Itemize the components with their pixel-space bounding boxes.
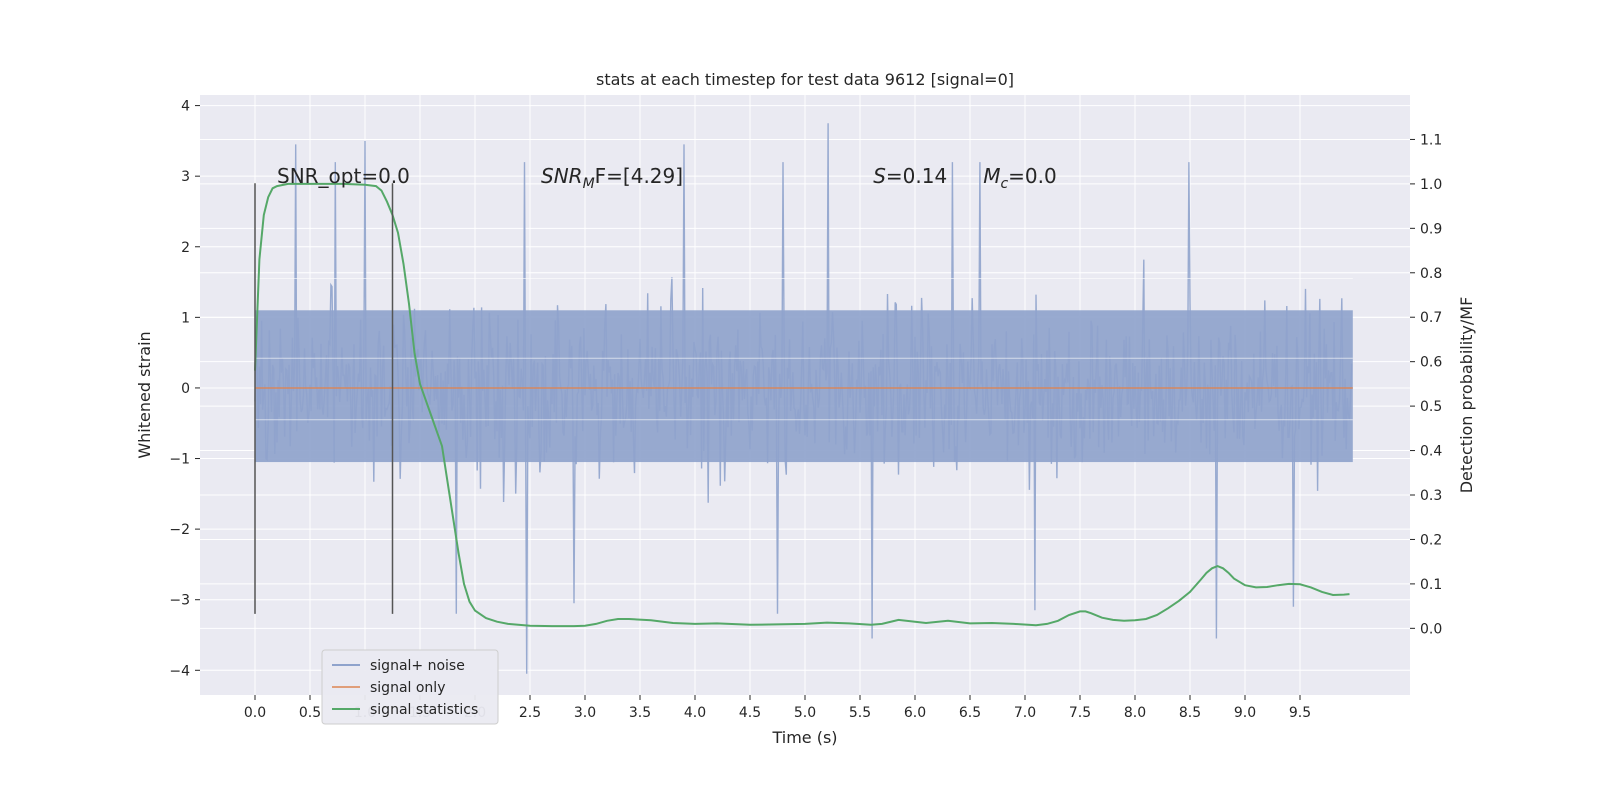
y-tick-label: −3 bbox=[169, 593, 190, 609]
y-tick-label: −2 bbox=[169, 522, 190, 538]
x-tick-label: 4.0 bbox=[684, 705, 706, 721]
x-tick-label: 5.5 bbox=[849, 705, 871, 721]
y-axis-label: Whitened strain bbox=[135, 331, 154, 458]
x-tick-label: 5.0 bbox=[794, 705, 816, 721]
legend-box bbox=[321, 649, 499, 725]
y-tick-label: 4 bbox=[181, 99, 190, 115]
noise-core-band bbox=[255, 310, 1353, 463]
y2-tick-label: 1.1 bbox=[1420, 132, 1442, 148]
y2-tick-label: 0.4 bbox=[1420, 444, 1442, 460]
x-axis-label: Time (s) bbox=[771, 728, 837, 747]
signal-statistics-line bbox=[254, 182, 1350, 628]
annotation-snr_opt: SNR_opt=0.0 bbox=[277, 164, 410, 188]
y-tick-label: −1 bbox=[169, 452, 190, 468]
y2-tick-label: 0.3 bbox=[1420, 488, 1442, 504]
y2-tick-label: 0.8 bbox=[1420, 266, 1442, 282]
x-tick-label: 0.0 bbox=[244, 705, 266, 721]
x-tick-label: 9.0 bbox=[1234, 705, 1256, 721]
y-tick-label: 2 bbox=[181, 240, 190, 256]
line-series bbox=[254, 182, 1353, 628]
y2-axis-label: Detection probability/MF bbox=[1457, 297, 1476, 494]
y2-tick-label: 0.2 bbox=[1420, 532, 1442, 548]
annotation-s: S=0.14 bbox=[873, 164, 947, 188]
y2-tick-label: 0.5 bbox=[1420, 399, 1442, 415]
y-tick-label: 1 bbox=[181, 310, 190, 326]
x-tick-label: 6.0 bbox=[904, 705, 926, 721]
annotation-mc: Mc=0.0 bbox=[983, 164, 1057, 192]
y2-tick-label: 0.0 bbox=[1420, 621, 1442, 637]
y2-tick-label: 0.9 bbox=[1420, 221, 1442, 237]
y2-tick-label: 0.6 bbox=[1420, 355, 1442, 371]
legend-label: signal statistics bbox=[370, 702, 478, 718]
marker-lines bbox=[254, 183, 394, 614]
x-tick-label: 8.0 bbox=[1124, 705, 1146, 721]
chart-title: stats at each timestep for test data 961… bbox=[596, 70, 1014, 89]
legend-label: signal+ noise bbox=[370, 658, 465, 674]
ticks: 0.00.51.01.52.02.53.03.54.04.55.05.56.06… bbox=[169, 99, 1442, 721]
y2-tick-label: 1.0 bbox=[1420, 177, 1442, 193]
x-tick-label: 6.5 bbox=[959, 705, 981, 721]
legend: signal+ noise signal only signal statistic… bbox=[321, 649, 499, 725]
x-tick-label: 0.5 bbox=[299, 705, 321, 721]
x-tick-label: 2.5 bbox=[519, 705, 541, 721]
y2-tick-label: 0.1 bbox=[1420, 577, 1442, 593]
x-tick-label: 7.5 bbox=[1069, 705, 1091, 721]
x-tick-label: 3.5 bbox=[629, 705, 651, 721]
y-tick-label: 0 bbox=[181, 381, 190, 397]
y2-tick-label: 0.7 bbox=[1420, 310, 1442, 326]
annotation-snr_mf: SNRMF=[4.29] bbox=[541, 164, 683, 192]
legend-label: signal only bbox=[370, 680, 445, 696]
x-tick-label: 8.5 bbox=[1179, 705, 1201, 721]
x-tick-label: 3.0 bbox=[574, 705, 596, 721]
y-tick-label: 3 bbox=[181, 169, 190, 185]
annotations: SNR_opt=0.0 SNRMF=[4.29] S=0.14 Mc=0.0 bbox=[277, 164, 1057, 192]
x-tick-label: 4.5 bbox=[739, 705, 761, 721]
x-tick-label: 7.0 bbox=[1014, 705, 1036, 721]
x-tick-label: 9.5 bbox=[1289, 705, 1311, 721]
y-tick-label: −4 bbox=[169, 663, 190, 679]
